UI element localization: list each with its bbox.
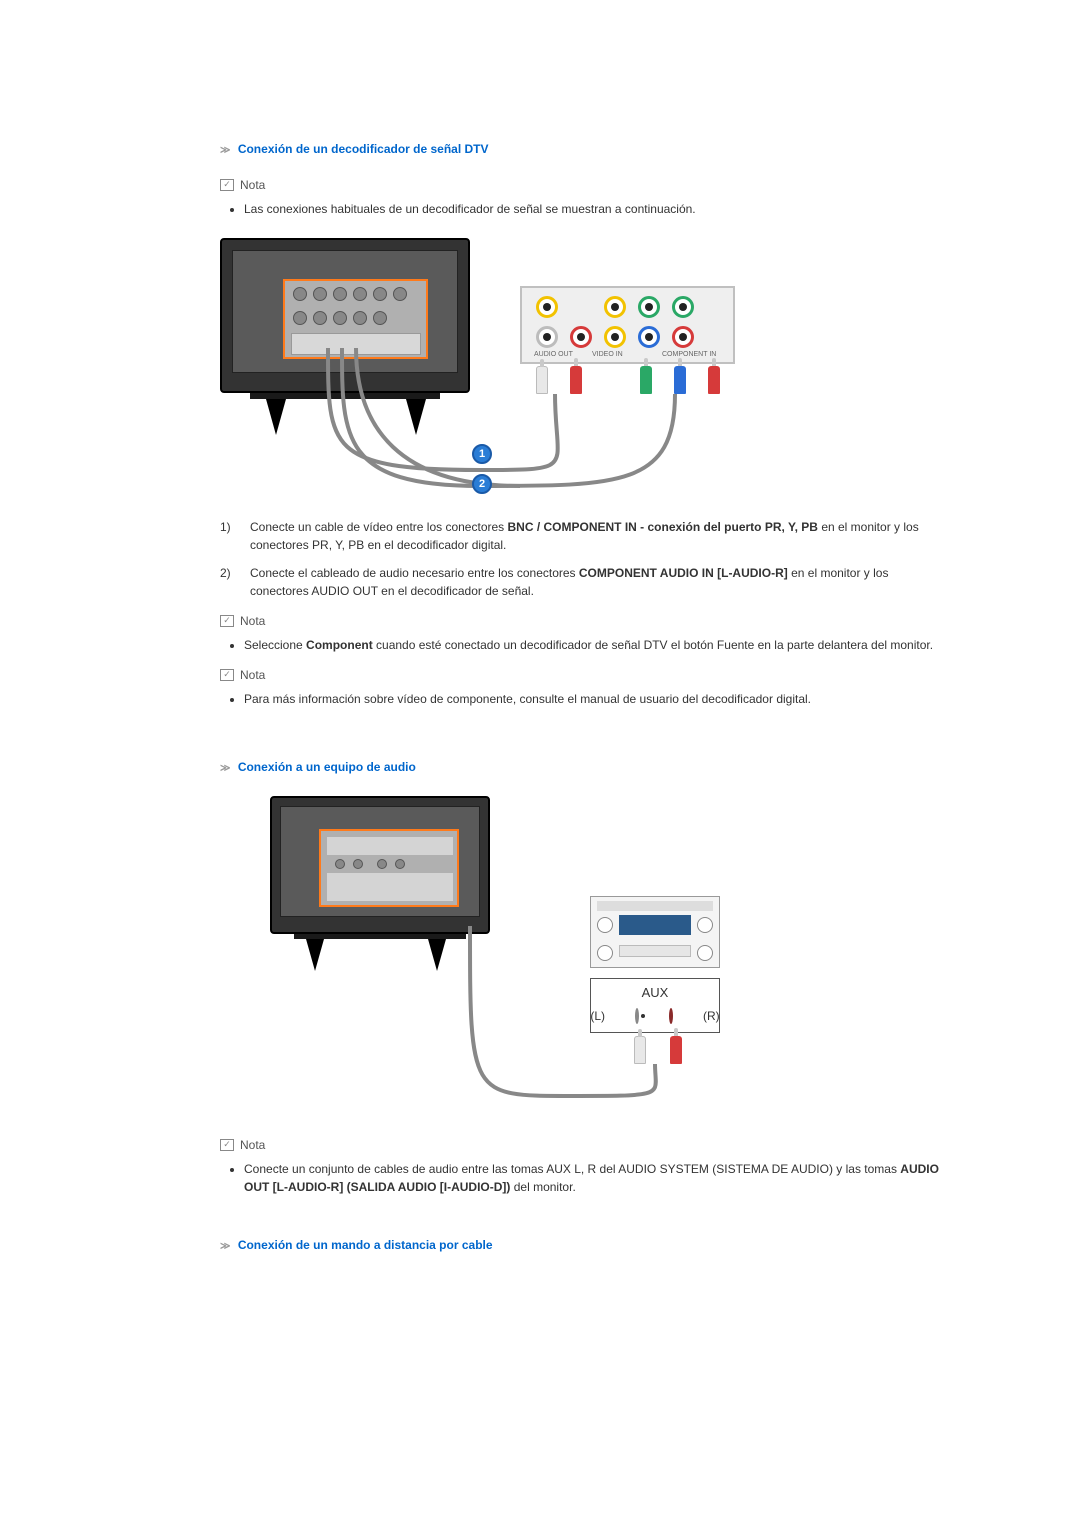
- cable-paths: [270, 796, 750, 1116]
- note-bullet: Para más información sobre vídeo de comp…: [244, 690, 940, 708]
- chevron-icon: ≫: [220, 763, 230, 774]
- heading-remote-text: Conexión de un mando a distancia por cab…: [238, 1238, 493, 1252]
- note-icon: ✓: [220, 179, 234, 191]
- steps-list: 1) Conecte un cable de vídeo entre los c…: [220, 518, 940, 600]
- diagram-dtv: AUDIO OUT VIDEO IN COMPONENT IN 1 2: [220, 238, 740, 498]
- step-row: 2) Conecte el cableado de audio necesari…: [220, 564, 940, 600]
- step-text: Conecte el cableado de audio necesario e…: [250, 564, 940, 600]
- step-row: 1) Conecte un cable de vídeo entre los c…: [220, 518, 940, 554]
- note-bullets: Seleccione Component cuando esté conecta…: [220, 636, 940, 654]
- note-icon: ✓: [220, 669, 234, 681]
- callout-bubble-1: 1: [472, 444, 492, 464]
- note-bullet: Las conexiones habituales de un decodifi…: [244, 200, 940, 218]
- note-label: ✓ Nota: [220, 666, 940, 684]
- note-label: ✓ Nota: [220, 612, 940, 630]
- note-bullet: Seleccione Component cuando esté conecta…: [244, 636, 940, 654]
- step-text: Conecte un cable de vídeo entre los cone…: [250, 518, 940, 554]
- diagram-audio: AUX (L) (R): [270, 796, 750, 1116]
- step-number: 2): [220, 564, 238, 600]
- note-bullets: Conecte un conjunto de cables de audio e…: [220, 1160, 940, 1196]
- heading-dtv: ≫ Conexión de un decodificador de señal …: [220, 140, 940, 158]
- note-text: Nota: [240, 1136, 265, 1154]
- note-icon: ✓: [220, 1139, 234, 1151]
- note-label: ✓ Nota: [220, 176, 940, 194]
- note-label: ✓ Nota: [220, 1136, 940, 1154]
- note-text: Nota: [240, 612, 265, 630]
- heading-dtv-text: Conexión de un decodificador de señal DT…: [238, 142, 489, 156]
- step-number: 1): [220, 518, 238, 554]
- heading-audio: ≫ Conexión a un equipo de audio: [220, 758, 940, 776]
- heading-remote: ≫ Conexión de un mando a distancia por c…: [220, 1236, 940, 1254]
- callout-bubble-2: 2: [472, 474, 492, 494]
- heading-audio-text: Conexión a un equipo de audio: [238, 760, 416, 774]
- chevron-icon: ≫: [220, 145, 230, 156]
- note-bullets: Las conexiones habituales de un decodifi…: [220, 200, 940, 218]
- note-bullet: Conecte un conjunto de cables de audio e…: [244, 1160, 940, 1196]
- note-icon: ✓: [220, 615, 234, 627]
- note-text: Nota: [240, 666, 265, 684]
- note-bullets: Para más información sobre vídeo de comp…: [220, 690, 940, 708]
- note-text: Nota: [240, 176, 265, 194]
- chevron-icon: ≫: [220, 1241, 230, 1252]
